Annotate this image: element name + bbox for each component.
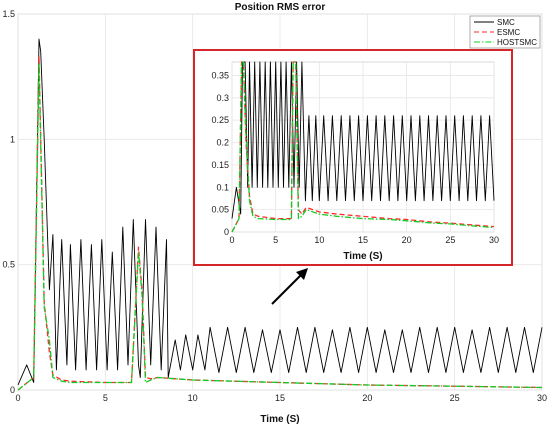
main-series-group xyxy=(17,38,543,391)
main-x-tick-label: 10 xyxy=(188,393,198,403)
inset-y-tick-label: 0.3 xyxy=(216,93,229,103)
inset-y-tick-label: 0.25 xyxy=(211,115,229,125)
inset-series-hostsmc-line xyxy=(231,61,495,233)
legend-label-hostsmc: HOSTSMC xyxy=(497,38,537,47)
legend: SMC ESMC HOSTSMC xyxy=(469,15,541,49)
zoom-arrow xyxy=(271,268,308,305)
main-x-tick-label: 20 xyxy=(362,393,372,403)
main-y-tick-label: 1.5 xyxy=(2,9,15,19)
inset-x-tick-label: 0 xyxy=(229,235,234,245)
chart-title: Position RMS error xyxy=(235,2,326,13)
inset-x-tick-label: 25 xyxy=(445,235,455,245)
inset-y-tick-label: 0.15 xyxy=(211,160,229,170)
inset-y-tick-label: 0.05 xyxy=(211,205,229,215)
inset-y-tick-label: 0.35 xyxy=(211,70,229,80)
inset-x-tick-label: 15 xyxy=(358,235,368,245)
inset-series-group xyxy=(231,61,495,233)
legend-label-esmc: ESMC xyxy=(497,28,520,37)
main-series-smc-line xyxy=(17,38,543,386)
main-x-axis-label: Time (S) xyxy=(260,414,299,425)
main-y-tick-label: 0 xyxy=(10,385,15,395)
main-x-tick-label: 0 xyxy=(15,393,20,403)
legend-label-smc: SMC xyxy=(497,18,515,27)
inset-x-tick-label: 10 xyxy=(314,235,324,245)
main-y-tick-label: 1 xyxy=(10,134,15,144)
inset-x-tick-label: 30 xyxy=(489,235,499,245)
inset-panel: 0 5 10 15 20 25 30 00.050.10.150.20.250.30.35 … xyxy=(193,49,513,266)
inset-y-tick-label: 0.2 xyxy=(216,138,229,148)
inset-x-axis-label: Time (S) xyxy=(343,251,382,262)
inset-x-tick-labels: 0 5 10 15 20 25 30 xyxy=(229,235,499,245)
main-series-hostsmc-line xyxy=(17,63,543,391)
inset-y-tick-label: 0.1 xyxy=(216,182,229,192)
main-y-tick-labels: 0 0.5 1 1.5 xyxy=(2,9,15,395)
main-x-tick-label: 30 xyxy=(537,393,547,403)
inset-series-smc-line xyxy=(231,61,495,219)
main-x-tick-label: 5 xyxy=(103,393,108,403)
inset-y-tick-labels: 0 0.05 0.1 0.15 0.2 0.25 0.3 0.35 xyxy=(211,70,229,237)
main-x-tick-label: 15 xyxy=(275,393,285,403)
legend-box xyxy=(469,15,541,49)
main-y-tick-label: 0.5 xyxy=(2,260,15,270)
inset-x-tick-label: 20 xyxy=(402,235,412,245)
main-x-tick-labels: 0 5 10 15 20 25 30 xyxy=(15,393,547,403)
inset-series-esmc-line xyxy=(231,61,495,233)
inset-y-tick-label: 0 xyxy=(224,227,229,237)
inset-x-tick-label: 5 xyxy=(273,235,278,245)
main-x-tick-label: 25 xyxy=(450,393,460,403)
zoom-arrow-head xyxy=(296,268,308,280)
